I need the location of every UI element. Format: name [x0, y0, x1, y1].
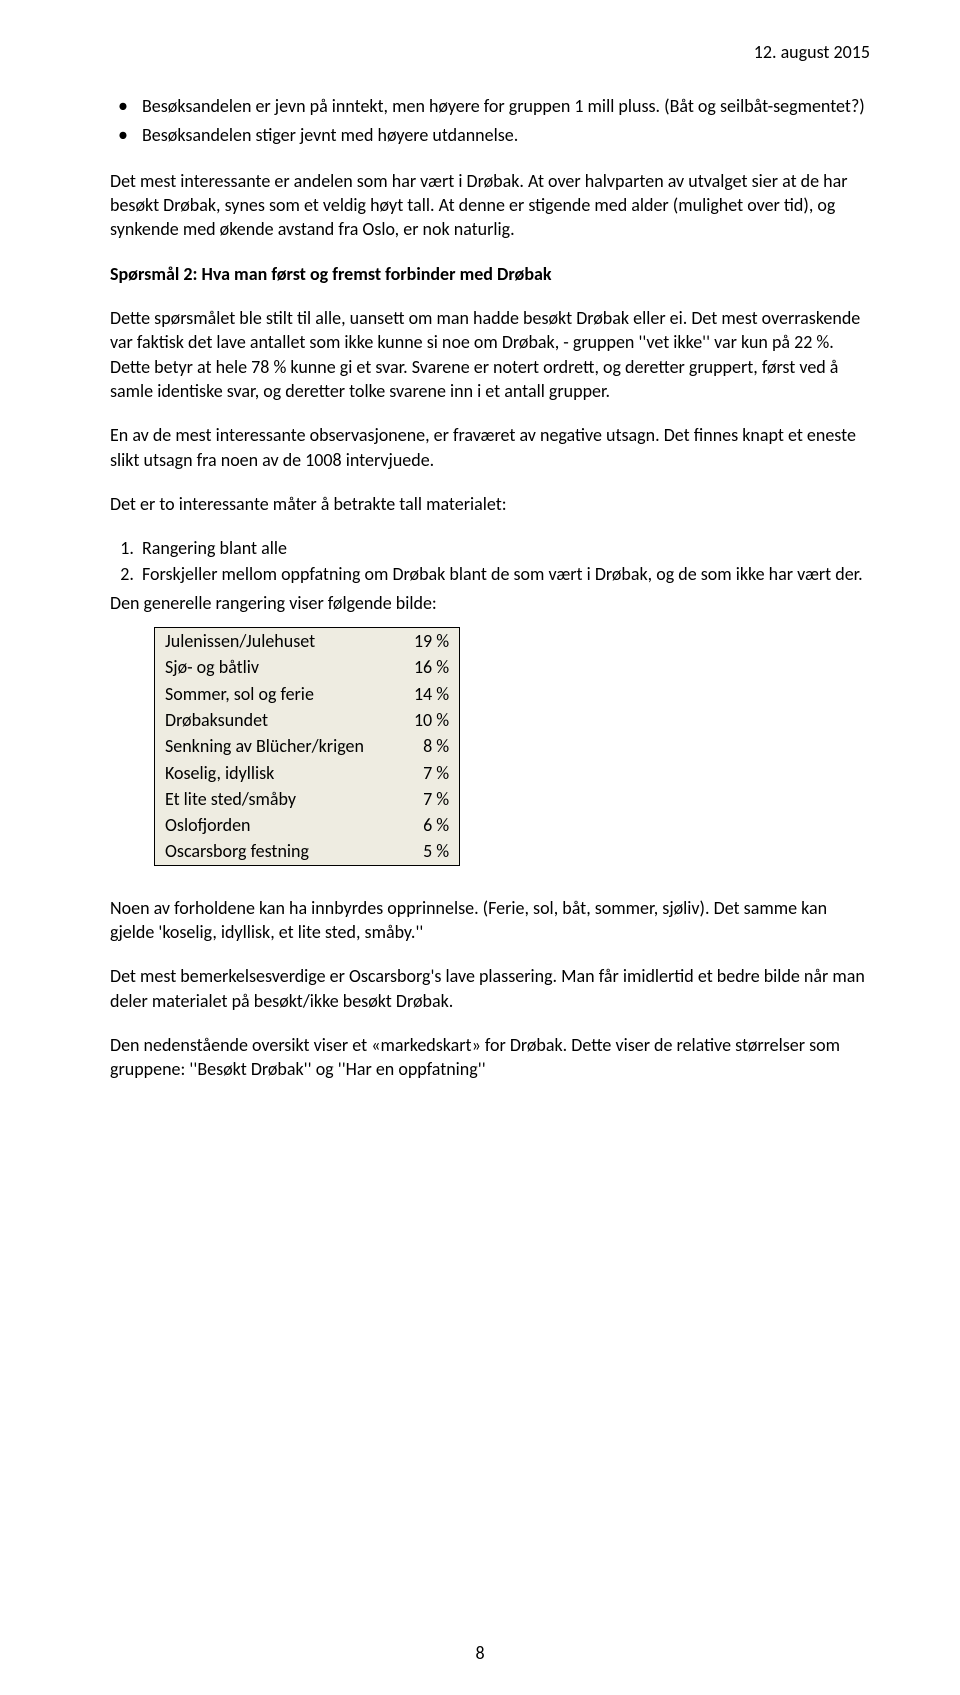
paragraph: Det er to interessante måter å betrakte … — [110, 492, 870, 516]
paragraph: Den nedenstående oversikt viser et «mark… — [110, 1033, 870, 1082]
table-row: Oslofjorden6 % — [155, 812, 460, 838]
paragraph: Det mest interessante er andelen som har… — [110, 169, 870, 242]
ranking-label: Sommer, sol og ferie — [155, 681, 374, 707]
ranking-value: 8 % — [374, 733, 460, 759]
paragraph: Det mest bemerkelsesverdige er Oscarsbor… — [110, 964, 870, 1013]
ranking-value: 7 % — [374, 786, 460, 812]
ranking-value: 6 % — [374, 812, 460, 838]
bullet-item: Besøksandelen er jevn på inntekt, men hø… — [110, 94, 870, 118]
ranking-label: Oslofjorden — [155, 812, 374, 838]
paragraph: Den generelle rangering viser følgende b… — [110, 591, 870, 615]
ranking-label: Oscarsborg festning — [155, 838, 374, 865]
page-number: 8 — [0, 1641, 960, 1665]
numbered-item: Rangering blant alle — [138, 536, 870, 560]
bullet-item: Besøksandelen stiger jevnt med høyere ut… — [110, 123, 870, 147]
ranking-value: 14 % — [374, 681, 460, 707]
ranking-value: 7 % — [374, 760, 460, 786]
table-row: Julenissen/Julehuset19 % — [155, 628, 460, 655]
ranking-table: Julenissen/Julehuset19 % Sjø- og båtliv1… — [154, 627, 460, 866]
paragraph: Noen av forholdene kan ha innbyrdes oppr… — [110, 896, 870, 945]
bullet-list: Besøksandelen er jevn på inntekt, men hø… — [110, 94, 870, 147]
numbered-item: Forskjeller mellom oppfatning om Drøbak … — [138, 562, 870, 586]
paragraph: En av de mest interessante observasjonen… — [110, 423, 870, 472]
section-heading: Spørsmål 2: Hva man først og fremst forb… — [110, 262, 870, 286]
paragraph: Dette spørsmålet ble stilt til alle, uan… — [110, 306, 870, 403]
table-row: Sjø- og båtliv16 % — [155, 654, 460, 680]
table-row: Oscarsborg festning5 % — [155, 838, 460, 865]
table-row: Sommer, sol og ferie14 % — [155, 681, 460, 707]
ranking-label: Senkning av Blücher/krigen — [155, 733, 374, 759]
ranking-value: 16 % — [374, 654, 460, 680]
table-row: Koselig, idyllisk7 % — [155, 760, 460, 786]
ranking-label: Julenissen/Julehuset — [155, 628, 374, 655]
table-row: Drøbaksundet10 % — [155, 707, 460, 733]
ranking-value: 10 % — [374, 707, 460, 733]
ranking-value: 19 % — [374, 628, 460, 655]
ranking-value: 5 % — [374, 838, 460, 865]
table-row: Senkning av Blücher/krigen8 % — [155, 733, 460, 759]
page-date: 12. august 2015 — [110, 40, 870, 64]
ranking-label: Drøbaksundet — [155, 707, 374, 733]
ranking-label: Koselig, idyllisk — [155, 760, 374, 786]
ranking-label: Et lite sted/småby — [155, 786, 374, 812]
ranking-label: Sjø- og båtliv — [155, 654, 374, 680]
numbered-list: Rangering blant alle Forskjeller mellom … — [110, 536, 870, 587]
table-row: Et lite sted/småby7 % — [155, 786, 460, 812]
